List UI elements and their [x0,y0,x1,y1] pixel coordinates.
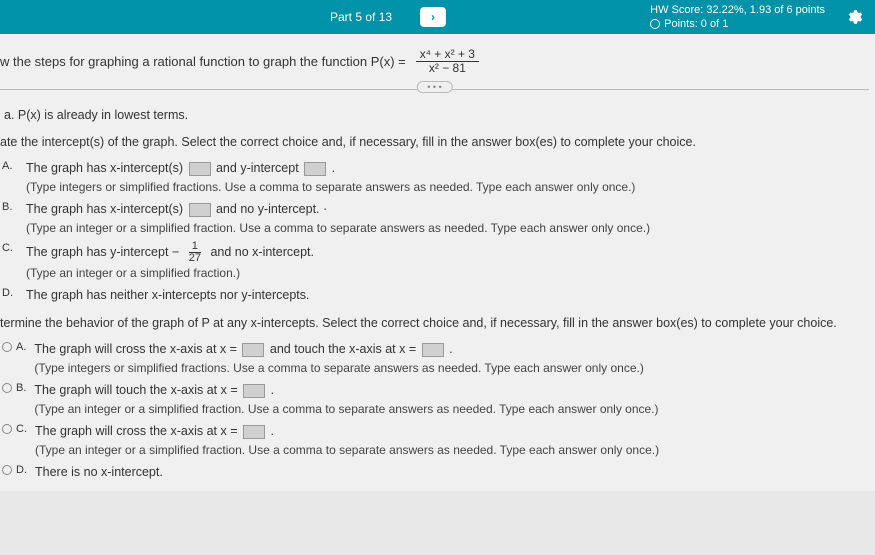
question-stem: w the steps for graphing a rational func… [0,44,869,83]
points-circle-icon [650,19,660,29]
numerator: x⁴ + x² + 3 [416,48,479,62]
denominator: x² − 81 [425,62,470,75]
choice-label-d: D. [2,286,18,299]
radio-icon[interactable] [2,383,12,393]
choice-1a[interactable]: A. The graph has x-intercept(s) and y-in… [0,159,869,196]
radio-icon[interactable] [2,424,12,434]
choice-label-c: C. [2,241,18,254]
hint-text: (Type an integer or a simplified fractio… [34,400,869,418]
hw-score: HW Score: 32.22%, 1.93 of 6 points [650,3,825,17]
choice-1b[interactable]: B. The graph has x-intercept(s) and no y… [0,200,869,237]
top-bar: Part 5 of 13 › HW Score: 32.22%, 1.93 of… [0,0,875,34]
next-part-button[interactable]: › [420,7,446,27]
rational-function: x⁴ + x² + 3 x² − 81 [416,48,479,75]
hint-text: (Type an integer or a simplified fractio… [26,219,869,237]
answer-input[interactable] [304,162,326,176]
ellipsis-badge[interactable]: • • • [416,81,452,93]
choice-2d[interactable]: D. There is no x-intercept. [0,463,869,482]
answer-input[interactable] [243,384,265,398]
points-line: Points: 0 of 1 [650,17,825,31]
fraction-value: 1 27 [186,241,204,264]
intercept-prompt: ate the intercept(s) of the graph. Selec… [0,135,869,149]
choice-2a[interactable]: A. The graph will cross the x-axis at x … [0,340,869,377]
answer-input[interactable] [243,425,265,439]
choice-label-b: B. [2,200,18,213]
score-block: HW Score: 32.22%, 1.93 of 6 points Point… [650,3,825,32]
choice-2c[interactable]: C. The graph will cross the x-axis at x … [0,422,869,459]
choice-1c[interactable]: C. The graph has y-intercept − 1 27 and … [0,241,869,282]
question-lead: w the steps for graphing a rational func… [0,54,406,69]
hint-text: (Type an integer or a simplified fractio… [35,441,869,459]
answer-input[interactable] [242,343,264,357]
answer-input[interactable] [189,162,211,176]
radio-icon[interactable] [2,342,12,352]
part-a-label: a. [4,108,14,122]
hint-text: (Type integers or simplified fractions. … [34,359,869,377]
choice-label-a: A. [2,159,18,172]
part-a-block: a. P(x) is already in lowest terms. [0,100,869,131]
choice-2b[interactable]: B. The graph will touch the x-axis at x … [0,381,869,418]
answer-input[interactable] [422,343,444,357]
radio-icon[interactable] [2,465,12,475]
hint-text: (Type integers or simplified fractions. … [26,178,869,196]
content-area: w the steps for graphing a rational func… [0,34,875,491]
answer-input[interactable] [189,203,211,217]
gear-icon[interactable] [845,8,863,26]
hint-text: (Type an integer or a simplified fractio… [26,264,869,282]
part-indicator: Part 5 of 13 [330,10,392,24]
lowest-terms-text: P(x) is already in lowest terms. [18,108,188,122]
behavior-prompt: termine the behavior of the graph of P a… [0,316,869,330]
choice-1d[interactable]: D. The graph has neither x-intercepts no… [0,286,869,305]
